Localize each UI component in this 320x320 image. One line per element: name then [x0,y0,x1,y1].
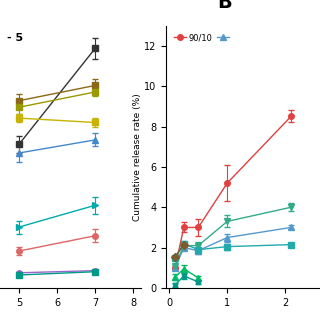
Y-axis label: Cumulative release rate (%): Cumulative release rate (%) [132,93,141,221]
Text: d): d) [7,319,19,320]
Text: B: B [217,0,232,12]
Text: - 5: - 5 [7,34,23,44]
Legend: 90/10, : 90/10, [171,30,235,45]
